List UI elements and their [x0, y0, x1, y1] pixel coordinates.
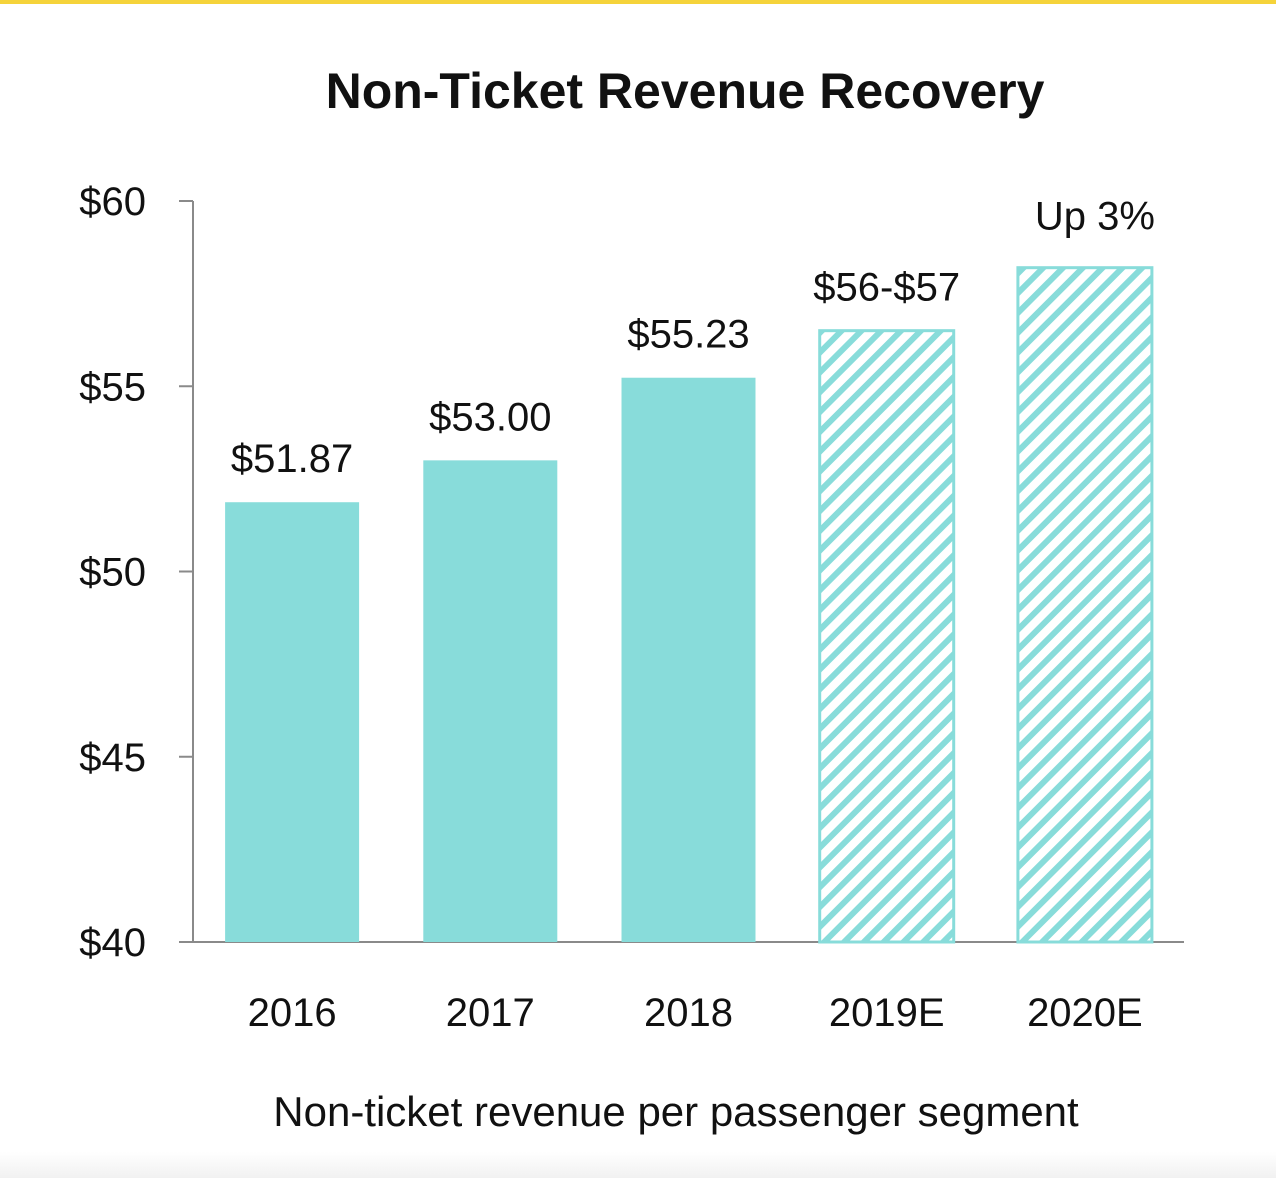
y-tick-label: $45 [79, 736, 146, 780]
data-label: $53.00 [429, 395, 551, 439]
data-label: $55.23 [627, 313, 749, 357]
chart-labels: $51.87 2016 $53.00 2017 $55.23 2018 $56-$57 201… [231, 195, 1155, 1035]
data-label: $51.87 [231, 437, 353, 481]
data-label: Up 3% [1035, 195, 1155, 239]
top-accent-rule [0, 0, 1276, 4]
bar-estimate [818, 329, 956, 944]
x-tick-label: 2016 [248, 991, 337, 1035]
bar [225, 502, 360, 942]
bar [621, 377, 756, 942]
x-tick-label: 2020E [1027, 991, 1143, 1035]
data-label: $56-$57 [813, 266, 960, 310]
y-tick-label: $60 [79, 180, 146, 224]
y-tick-label: $50 [79, 551, 146, 595]
bar [423, 460, 558, 942]
x-axis-label: Non-ticket revenue per passenger segment [273, 1088, 1079, 1135]
y-tick-label: $55 [79, 365, 146, 409]
x-tick-label: 2018 [644, 991, 733, 1035]
chart-title: Non-Ticket Revenue Recovery [325, 63, 1045, 119]
bottom-edge [0, 1152, 1276, 1178]
x-tick-label: 2017 [446, 991, 535, 1035]
bar-estimate [1016, 266, 1154, 944]
y-tick-label: $40 [79, 921, 146, 965]
chart-bars [225, 266, 1154, 944]
x-tick-label: 2019E [829, 991, 945, 1035]
